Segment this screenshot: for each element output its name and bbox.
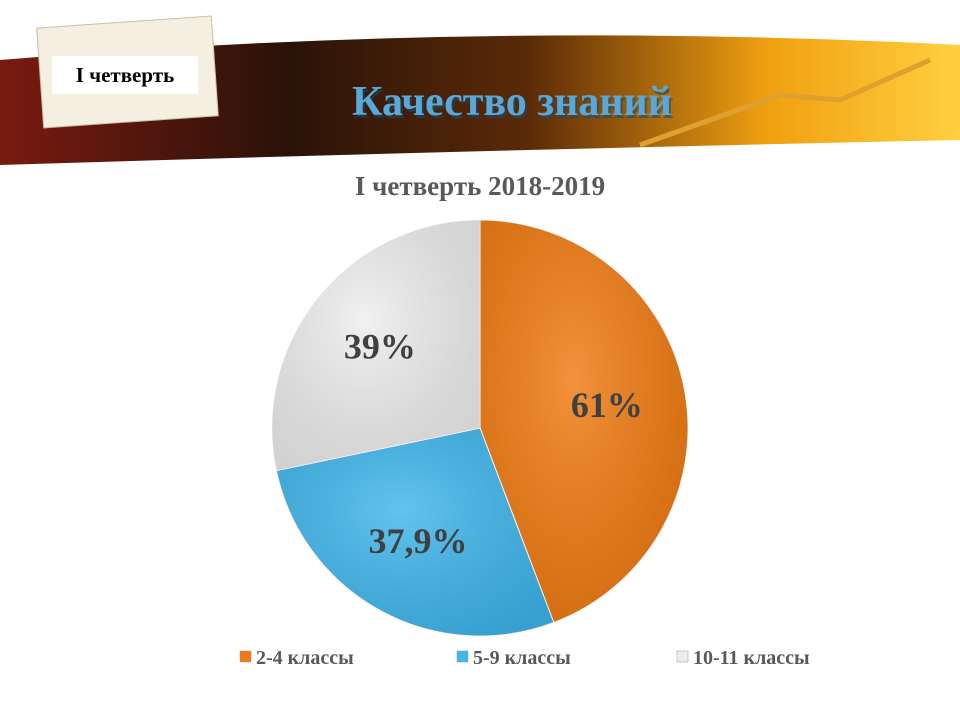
data-label: 39% — [344, 327, 416, 367]
legend-swatch — [239, 650, 252, 663]
data-label: 37,9% — [369, 521, 468, 561]
data-label: 61% — [571, 385, 643, 425]
legend-swatch — [456, 650, 469, 663]
badge-text: I четверть — [76, 63, 174, 87]
legend-swatch — [676, 650, 689, 663]
slide-title: Качество знаний — [352, 79, 672, 125]
slide-title-shadow: Качество знаний — [354, 82, 674, 128]
badge-box — [52, 56, 198, 94]
header-band — [0, 35, 960, 165]
legend-label: 2-4 классы — [256, 647, 354, 669]
chart-title: I четверть 2018-2019 — [355, 171, 605, 201]
legend-label: 10-11 классы — [693, 647, 810, 669]
legend-label: 5-9 классы — [473, 647, 571, 669]
header-line — [639, 57, 932, 148]
